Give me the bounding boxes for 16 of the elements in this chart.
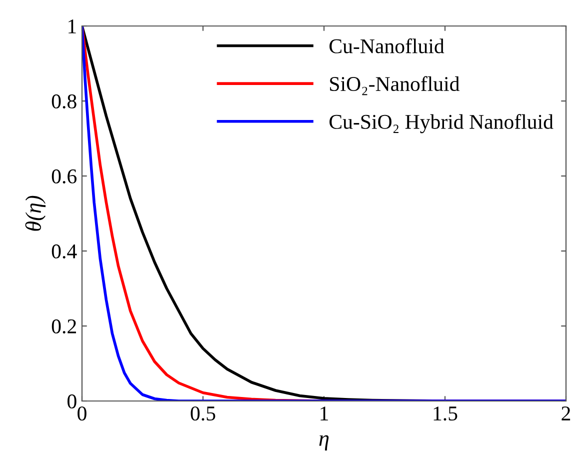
x-tick-label: 1.5 — [434, 406, 458, 421]
x-tick-label: 2 — [562, 406, 570, 420]
y-tick-label: 0 — [68, 394, 76, 408]
x-tick-label: 1 — [320, 406, 328, 420]
y-tick-label: 1 — [68, 19, 76, 34]
y-tick-label: 0.8 — [52, 94, 76, 109]
x-tick-label: 0.5 — [190, 406, 216, 421]
legend-label: SiO₂-Nanofluid — [330, 76, 460, 96]
x-axis-title: η — [319, 435, 329, 450]
y-tick-label: 0.4 — [52, 244, 77, 259]
y-tick-label: 0.2 — [52, 319, 76, 334]
legend-label: Cu-SiO₂ Hybrid Nanofluid — [330, 114, 554, 134]
legend-label: Cu-Nanofluid — [330, 38, 444, 54]
x-tick-label: 0 — [78, 406, 86, 421]
y-tick-label: 0.6 — [52, 169, 77, 184]
y-axis-title: θ(η) — [25, 196, 46, 231]
